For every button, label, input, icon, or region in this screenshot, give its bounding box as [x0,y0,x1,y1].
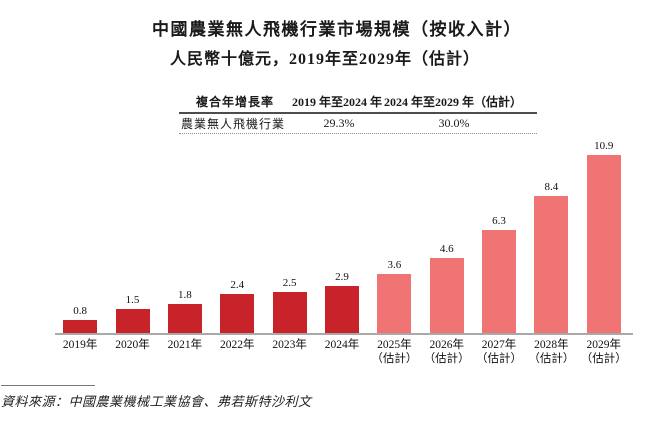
bar [482,230,517,333]
bar-group: 2.4 [211,137,263,333]
cagr-data-row: 農業無人飛機行業 29.3% 30.0% [179,114,537,134]
x-axis-label-line: 2028年 [534,339,569,351]
bar-group: 4.6 [421,137,473,333]
x-axis-label-line: （估計） [476,353,523,365]
bar-group: 10.9 [578,137,630,333]
x-axis-label-line: 2025年 [377,339,412,351]
x-axis-label: 2023年 [263,338,315,366]
x-axis-label-line: （估計） [371,353,418,365]
x-axis-label: 2028年 （估計） [525,338,577,366]
x-axis-label: 2019年 [54,338,106,366]
bar-group: 2.9 [316,137,368,333]
source-note: 資料來源：中國農業機械工業協會、弗若斯特沙利文 [1,394,312,409]
bar-group: 0.8 [54,137,106,333]
x-axis-label-line: 2020年 [115,339,150,351]
bar [115,308,150,333]
cagr-header-row: 複合年增長率 2019 年至2024 年 2024 年至2029 年（估計） [179,91,537,114]
bar-group: 1.5 [106,137,158,333]
bars-row: 0.8 1.5 1.8 2.4 2.5 2.9 3.6 4.6 6.3 8.4 10.9 [54,137,630,333]
x-axis-label: 2021年 [159,338,211,366]
bar-group: 1.8 [159,137,211,333]
cagr-table: 複合年增長率 2019 年至2024 年 2024 年至2029 年（估計） 農… [179,91,537,134]
x-axis-label-line: （估計） [580,353,627,365]
x-axis-label-line: （估計） [423,353,470,365]
x-axis-labels: 2019年 2020年 2021年 2022年 2023年 2024年 2025年 （估計） 2… [54,338,630,366]
x-axis-label-line: 2022年 [220,339,255,351]
bar [324,285,359,333]
x-axis-label-line: 2027年 [481,339,517,351]
bar [167,303,202,333]
bar [272,292,307,333]
bar-value-label: 0.8 [73,304,88,317]
cagr-value-period2: 30.0% [438,116,470,130]
bar-value-label: 3.6 [387,259,402,272]
x-axis-label: 2020年 [106,338,158,366]
cagr-row-label: 農業無人飛機行業 [181,117,286,131]
bar-value-label: 2.9 [335,270,349,283]
bar [377,274,412,333]
bar-value-label: 10.9 [594,140,614,153]
x-axis-label: 2022年 [211,338,263,366]
x-axis-label-line: 2021年 [167,339,203,351]
bar [220,293,255,333]
chart-subtitle: 人民幣十億元，2019年至2029年（估計） [169,51,480,68]
x-axis-label: 2029年 （估計） [578,338,630,366]
x-axis-label: 2026年 （估計） [421,338,473,366]
x-axis-label-line: 2029年 [586,339,622,351]
x-axis-label-line: 2019年 [62,339,98,351]
bar-value-label: 2.5 [282,277,297,290]
bar-group: 8.4 [525,137,577,333]
x-axis-label: 2027年 （估計） [473,338,525,366]
cagr-header-period2: 2024 年至2029 年（估計） [383,95,522,109]
bar-group: 6.3 [473,137,525,333]
x-axis-label-line: 2026年 [429,339,464,351]
bar [429,258,464,333]
cagr-value-period1: 29.3% [323,116,355,130]
bar-value-label: 4.6 [439,243,454,256]
bar-value-label: 6.3 [492,215,506,228]
bar-value-label: 2.4 [230,278,245,291]
bar-value-label: 1.8 [178,288,192,301]
x-axis-label: 2024年 [316,338,368,366]
bar-group: 2.5 [263,137,315,333]
bar [63,319,98,333]
bar [534,196,569,333]
x-axis-label-line: 2024年 [324,339,360,351]
bar-value-label: 8.4 [544,181,559,194]
x-axis-label-line: 2023年 [272,339,307,351]
bar-group: 3.6 [368,137,420,333]
chart-title: 中國農業無人飛機行業市場規模（按收入計） [152,20,522,39]
x-axis-line [55,333,633,335]
bar-value-label: 1.5 [125,293,140,306]
cagr-header-period1: 2019 年至2024 年 [291,95,382,109]
cagr-header-label: 複合年增長率 [195,95,274,109]
source-divider [1,385,95,386]
x-axis-label: 2025年 （估計） [368,338,420,366]
bar-chart: 0.8 1.5 1.8 2.4 2.5 2.9 3.6 4.6 6.3 8.4 10.9 2019年… [54,137,633,366]
x-axis-label-line: （估計） [528,353,575,365]
bar [586,155,621,333]
